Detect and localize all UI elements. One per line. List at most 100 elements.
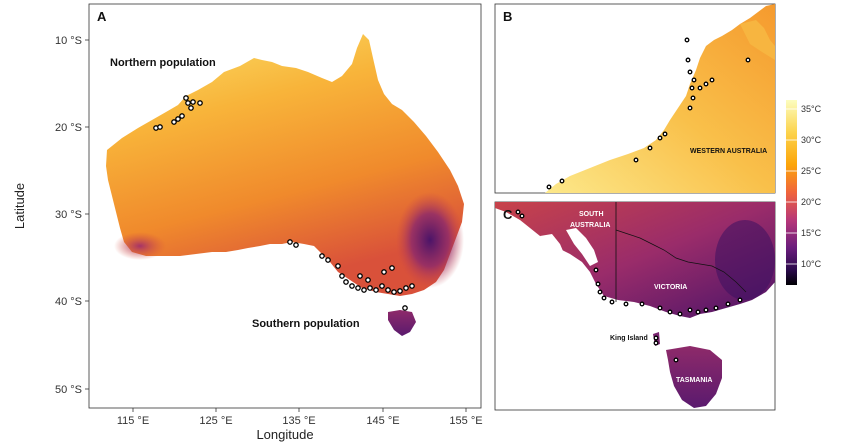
legend-label: 15°C — [801, 228, 822, 238]
site-marker — [662, 131, 668, 137]
legend-label: 30°C — [801, 135, 822, 145]
site-marker — [179, 113, 185, 119]
site-marker — [737, 297, 743, 303]
sites-c — [515, 209, 743, 363]
site-marker — [381, 269, 387, 275]
y-tick-label: 50 °S — [55, 384, 82, 396]
western-australia-label: WESTERN AUSTRALIA — [690, 148, 767, 155]
site-marker — [349, 283, 355, 289]
site-marker — [188, 105, 194, 111]
australia-mainland — [106, 34, 464, 296]
y-tick-label: 20 °S — [55, 122, 82, 134]
legend-colorbar — [786, 100, 797, 285]
site-marker — [293, 242, 299, 248]
site-marker — [673, 357, 679, 363]
site-marker — [361, 287, 367, 293]
tasmania-a — [388, 310, 416, 336]
site-marker — [373, 287, 379, 293]
gulf-left — [540, 234, 566, 262]
legend-label: 25°C — [801, 166, 822, 176]
site-marker — [379, 283, 385, 289]
x-tick-label: 155 °E — [449, 415, 482, 427]
site-marker — [367, 285, 373, 291]
site-marker — [515, 209, 521, 215]
tasmania-c — [666, 346, 722, 408]
site-marker — [713, 305, 719, 311]
y-axis: 10 °S 20 °S 30 °S 40 °S 50 °S Latitude — [12, 35, 89, 396]
legend-label: 10°C — [801, 259, 822, 269]
site-marker — [691, 77, 697, 83]
site-marker — [677, 311, 683, 317]
site-marker — [685, 57, 691, 63]
site-marker — [684, 37, 690, 43]
site-marker — [365, 277, 371, 283]
site-marker — [647, 145, 653, 151]
site-marker — [639, 301, 645, 307]
southern-sites-a — [287, 239, 415, 311]
site-marker — [343, 279, 349, 285]
legend-label: 35°C — [801, 104, 822, 114]
y-axis-title: Latitude — [12, 183, 27, 229]
site-marker — [157, 124, 163, 130]
site-marker — [695, 309, 701, 315]
site-marker — [623, 301, 629, 307]
panel-b: B WESTERN AUSTRALIA — [494, 3, 776, 194]
victoria-label: VICTORIA — [654, 284, 687, 291]
panel-b-letter: B — [503, 9, 512, 24]
legend-label: 20°C — [801, 197, 822, 207]
state-border-vic-nsw — [615, 229, 747, 293]
site-marker — [403, 285, 409, 291]
site-marker — [745, 57, 751, 63]
site-marker — [171, 119, 177, 125]
western-australia-coast — [545, 4, 775, 193]
x-axis: 115 °E 125 °E 135 °E 145 °E 155 °E Longi… — [117, 408, 483, 442]
x-axis-title: Longitude — [256, 427, 313, 442]
site-marker — [185, 100, 191, 106]
y-tick-label: 30 °S — [55, 209, 82, 221]
site-marker — [690, 95, 696, 101]
site-marker — [339, 273, 345, 279]
northern-peninsula — [740, 20, 775, 60]
site-marker — [319, 253, 325, 259]
site-marker — [287, 239, 293, 245]
site-marker — [597, 289, 603, 295]
site-marker — [595, 281, 601, 287]
y-tick-label: 40 °S — [55, 296, 82, 308]
site-marker — [633, 157, 639, 163]
site-marker — [355, 285, 361, 291]
site-marker — [357, 273, 363, 279]
site-marker — [325, 257, 331, 263]
site-marker — [687, 105, 693, 111]
x-tick-label: 145 °E — [366, 415, 399, 427]
site-marker — [725, 301, 731, 307]
site-marker — [391, 289, 397, 295]
x-tick-label: 135 °E — [282, 415, 315, 427]
southeast-australia-land — [495, 202, 775, 318]
site-marker — [409, 283, 415, 289]
south-australia-label-line1: SOUTH — [579, 211, 604, 218]
site-marker — [689, 85, 695, 91]
x-tick-label: 115 °E — [117, 415, 149, 427]
site-marker — [703, 81, 709, 87]
tasmania-label: TASMANIA — [676, 377, 712, 384]
site-marker — [697, 85, 703, 91]
northern-population-label: Northern population — [110, 57, 216, 69]
site-marker — [546, 184, 552, 190]
panel-c-letter: C — [503, 207, 513, 222]
site-marker — [197, 100, 203, 106]
site-marker — [397, 288, 403, 294]
temperature-legend: 35°C 30°C 25°C 20°C 15°C 10°C — [786, 100, 822, 285]
site-marker — [175, 116, 181, 122]
south-australia-label-line2: AUSTRALIA — [570, 222, 610, 229]
king-island-label: King Island — [610, 335, 648, 342]
site-marker — [657, 305, 663, 311]
southwest-cool-zone — [114, 232, 166, 260]
x-tick-label: 125 °E — [199, 415, 232, 427]
site-marker — [183, 95, 189, 101]
site-marker — [653, 335, 659, 341]
site-marker — [385, 287, 391, 293]
legend-ticks — [786, 108, 797, 265]
sites-b — [546, 37, 751, 190]
site-marker — [687, 307, 693, 313]
